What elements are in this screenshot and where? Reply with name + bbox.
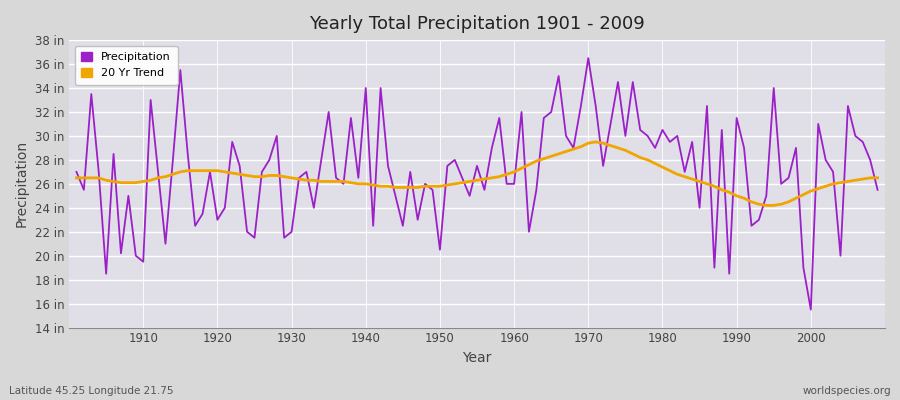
Legend: Precipitation, 20 Yr Trend: Precipitation, 20 Yr Trend [75, 46, 177, 85]
Text: Latitude 45.25 Longitude 21.75: Latitude 45.25 Longitude 21.75 [9, 386, 174, 396]
X-axis label: Year: Year [463, 351, 491, 365]
Title: Yearly Total Precipitation 1901 - 2009: Yearly Total Precipitation 1901 - 2009 [309, 15, 645, 33]
Y-axis label: Precipitation: Precipitation [15, 140, 29, 228]
Text: worldspecies.org: worldspecies.org [803, 386, 891, 396]
